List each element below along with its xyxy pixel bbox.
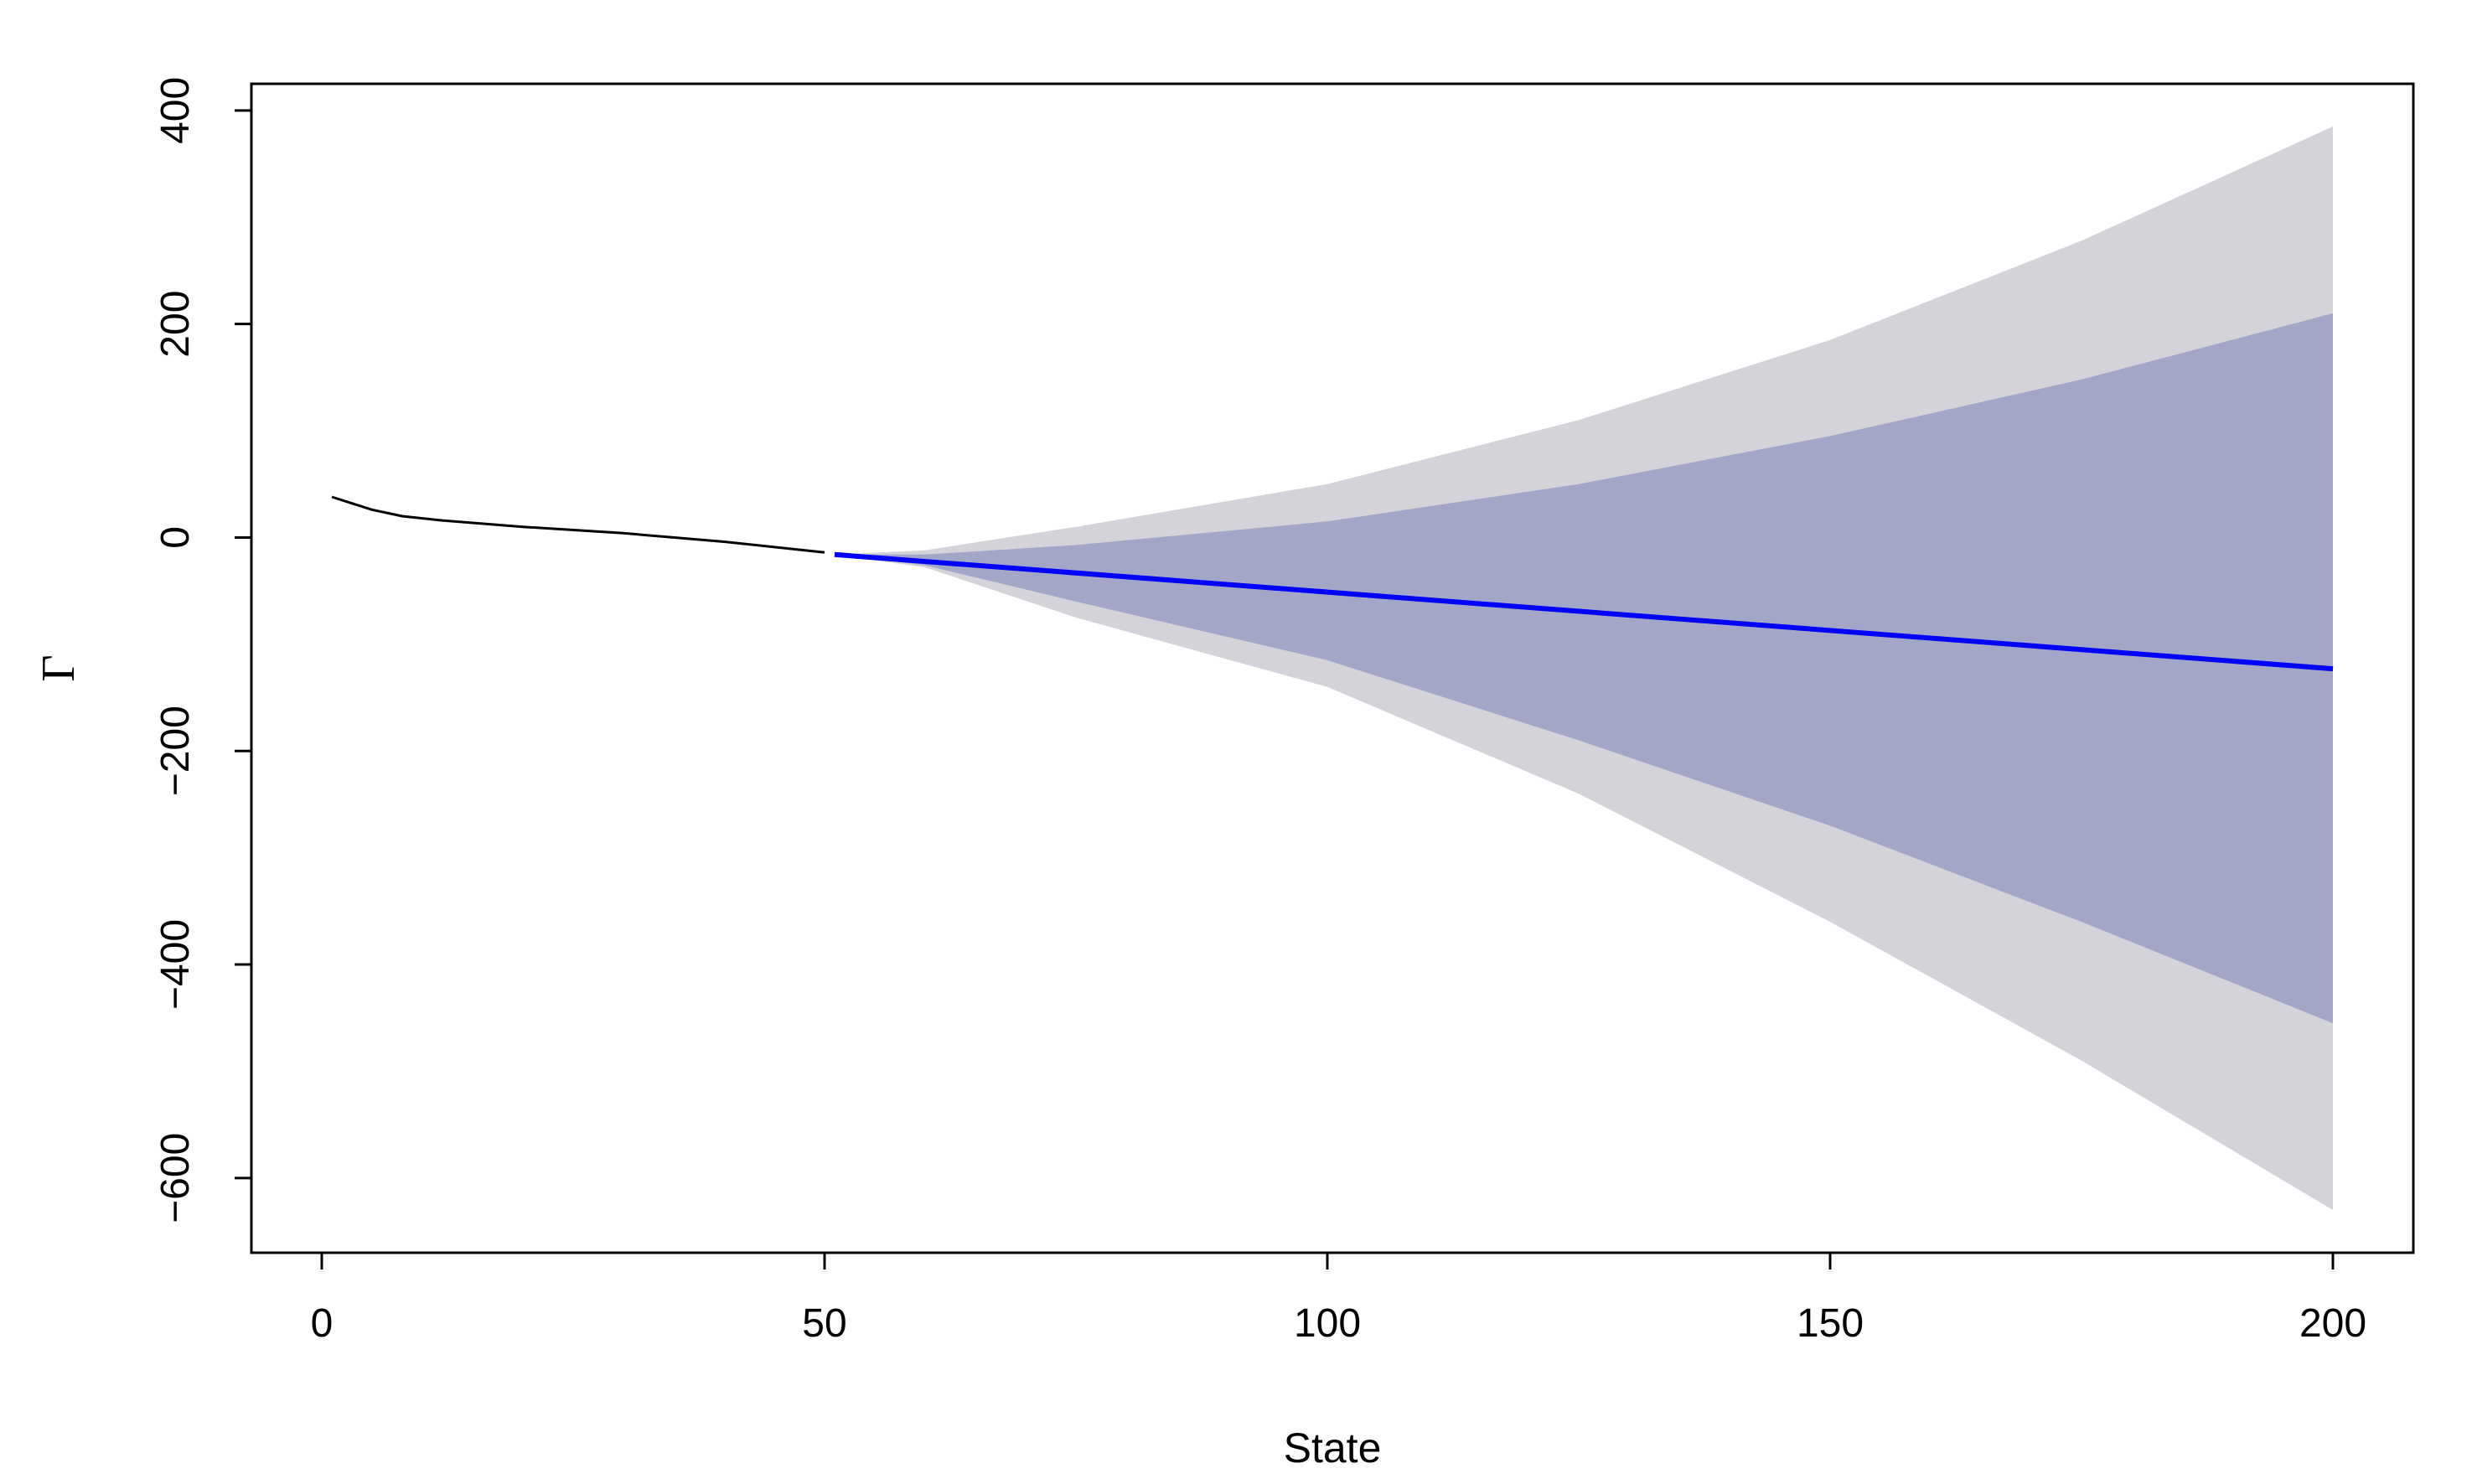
y-tick-label: −400 xyxy=(153,919,198,1010)
y-tick-label: −200 xyxy=(153,706,198,796)
x-axis-title: State xyxy=(1284,1425,1382,1471)
inner-interval-band xyxy=(835,313,2333,1024)
x-tick-label: 100 xyxy=(1294,1301,1361,1346)
x-tick-label: 200 xyxy=(2299,1301,2366,1346)
x-tick-label: 50 xyxy=(802,1301,846,1346)
observed-line xyxy=(331,495,825,554)
forecast-mean-line xyxy=(834,551,2334,672)
x-tick-label: 150 xyxy=(1797,1301,1864,1346)
confidence-bands xyxy=(835,127,2333,1210)
x-axis: 0 50 100 150 200 xyxy=(311,1251,2366,1346)
y-tick-label: −600 xyxy=(153,1133,198,1223)
y-tick-label: 0 xyxy=(153,526,198,549)
y-tick-label: 400 xyxy=(153,77,198,144)
x-tick-label: 0 xyxy=(311,1301,334,1346)
series-lines xyxy=(331,495,2334,672)
y-axis: −600 −400 −200 0 200 400 xyxy=(153,77,253,1223)
y-tick-label: 200 xyxy=(153,291,198,358)
y-axis-title: Γ xyxy=(33,654,85,681)
